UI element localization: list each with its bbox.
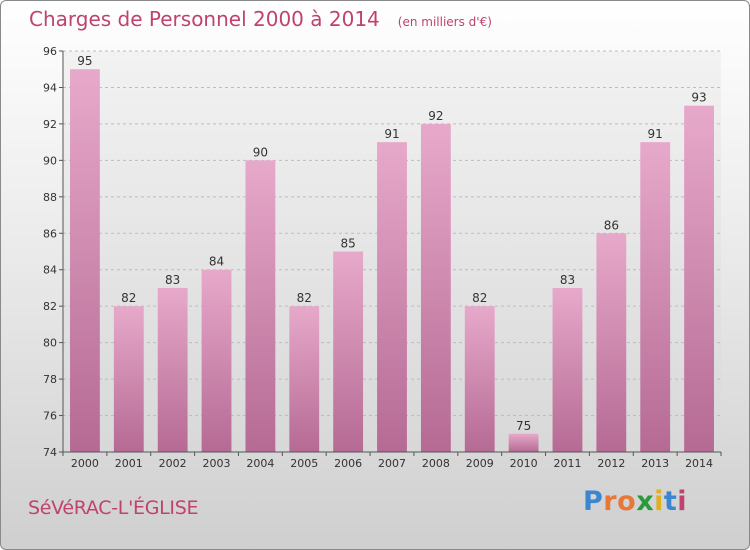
town-name: SéVéRAC-L'ÉGLISE xyxy=(28,497,199,519)
bar-2012 xyxy=(596,233,627,452)
y-tick-label: 82 xyxy=(43,300,57,313)
bar-2005 xyxy=(289,306,320,452)
x-tick-label-2013: 2013 xyxy=(641,457,669,470)
x-tick-label-2014: 2014 xyxy=(685,457,713,470)
x-tick-label-2001: 2001 xyxy=(115,457,143,470)
proxiti-logo: Proxiti xyxy=(583,486,688,517)
bar-2004 xyxy=(245,160,276,452)
value-label-2003: 84 xyxy=(209,255,224,269)
bar-2001 xyxy=(113,306,144,452)
bar-2006 xyxy=(333,251,364,452)
chart-title-text: Charges de Personnel 2000 à 2014 xyxy=(29,7,380,31)
y-tick-label: 84 xyxy=(43,264,57,277)
value-label-2007: 91 xyxy=(384,127,399,141)
chart-subtitle: (en milliers d'€) xyxy=(397,15,492,29)
x-tick-label-2006: 2006 xyxy=(334,457,362,470)
bar-2014 xyxy=(684,105,714,452)
y-tick-label: 80 xyxy=(43,337,57,350)
bar-2009 xyxy=(464,306,495,452)
x-tick-label-2012: 2012 xyxy=(597,457,625,470)
bar-2011 xyxy=(552,287,583,452)
bar-2003 xyxy=(201,269,232,452)
chart-title: Charges de Personnel 2000 à 2014 (en mill… xyxy=(29,7,492,31)
y-tick-label: 94 xyxy=(43,81,57,94)
x-tick-label-2000: 2000 xyxy=(71,457,99,470)
x-tick-label-2007: 2007 xyxy=(378,457,406,470)
value-label-2002: 83 xyxy=(165,273,180,287)
x-tick-label-2010: 2010 xyxy=(510,457,538,470)
value-label-2009: 82 xyxy=(472,291,487,305)
x-tick-label-2004: 2004 xyxy=(246,457,274,470)
x-tick-label-2002: 2002 xyxy=(159,457,187,470)
y-tick-label: 92 xyxy=(43,118,57,131)
x-tick-label-2011: 2011 xyxy=(553,457,581,470)
y-tick-label: 96 xyxy=(43,45,57,58)
value-label-2013: 91 xyxy=(648,127,663,141)
x-tick-label-2003: 2003 xyxy=(203,457,231,470)
bar-2002 xyxy=(157,287,188,452)
value-label-2006: 85 xyxy=(340,237,355,251)
y-tick-label: 86 xyxy=(43,227,57,240)
y-tick-label: 76 xyxy=(43,410,57,423)
x-tick-label-2005: 2005 xyxy=(290,457,318,470)
bar-2008 xyxy=(420,123,451,452)
y-tick-label: 90 xyxy=(43,154,57,167)
y-tick-label: 88 xyxy=(43,191,57,204)
bar-2000 xyxy=(70,69,100,453)
bar-2013 xyxy=(640,142,671,453)
value-label-2000: 95 xyxy=(77,54,92,68)
value-label-2001: 82 xyxy=(121,291,136,305)
y-tick-label: 74 xyxy=(43,446,57,459)
value-label-2011: 83 xyxy=(560,273,575,287)
x-tick-label-2009: 2009 xyxy=(466,457,494,470)
value-label-2004: 90 xyxy=(253,145,268,159)
bar-2010 xyxy=(508,433,539,452)
value-label-2014: 93 xyxy=(691,91,706,105)
value-label-2012: 86 xyxy=(604,218,619,232)
y-tick-label: 78 xyxy=(43,373,57,386)
value-label-2010: 75 xyxy=(516,419,531,433)
bar-2007 xyxy=(377,142,407,453)
x-tick-label-2008: 2008 xyxy=(422,457,450,470)
value-label-2008: 92 xyxy=(428,109,443,123)
value-label-2005: 82 xyxy=(297,291,312,305)
